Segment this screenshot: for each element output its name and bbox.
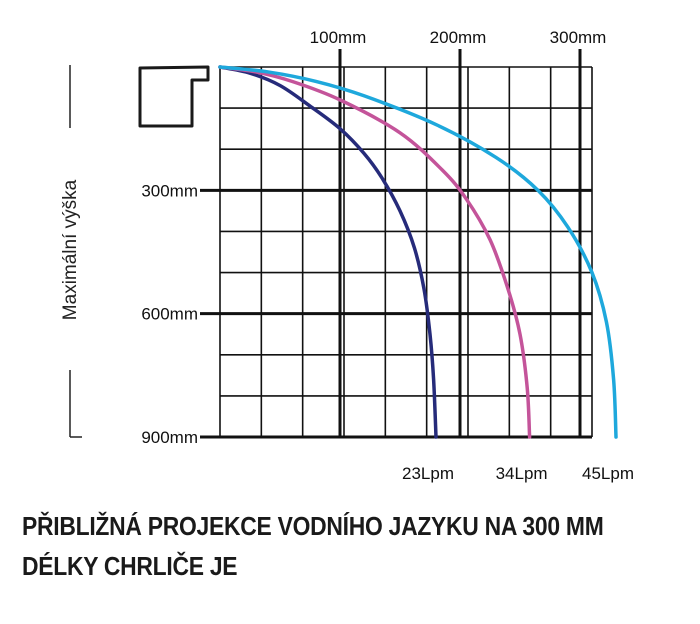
y-tick-labels: 300mm 600mm 900mm (141, 181, 198, 447)
y-tick-label: 300mm (141, 181, 198, 200)
series-end-labels: 23Lpm 34Lpm 45Lpm (402, 464, 634, 483)
y-axis-bracket (69, 65, 82, 438)
y-tick-label: 900mm (141, 428, 198, 447)
series-label-23Lpm: 23Lpm (402, 464, 454, 483)
y-axis-label: Maximální výška (60, 179, 81, 320)
x-tick-labels: 100mm 200mm 300mm (310, 28, 607, 47)
grid (219, 66, 593, 438)
x-tick-label: 200mm (430, 28, 487, 47)
caption: PŘIBLIŽNÁ PROJEKCE VODNÍHO JAZYKU NA 300… (22, 506, 604, 586)
series-line-34Lpm (218, 65, 532, 439)
series-line-45Lpm (218, 65, 618, 439)
series-line-23Lpm (218, 65, 438, 439)
x-tick-label: 100mm (310, 28, 367, 47)
caption-line-1: PŘIBLIŽNÁ PROJEKCE VODNÍHO JAZYKU NA 300… (22, 511, 604, 541)
spout-icon (138, 65, 210, 128)
series-label-45Lpm: 45Lpm (582, 464, 634, 483)
caption-line-2: DÉLKY CHRLIČE JE (22, 551, 238, 581)
series-lines (218, 65, 618, 439)
series-label-34Lpm: 34Lpm (496, 464, 548, 483)
major-gridlines (200, 49, 592, 439)
x-tick-label: 300mm (550, 28, 607, 47)
y-tick-label: 600mm (141, 305, 198, 324)
